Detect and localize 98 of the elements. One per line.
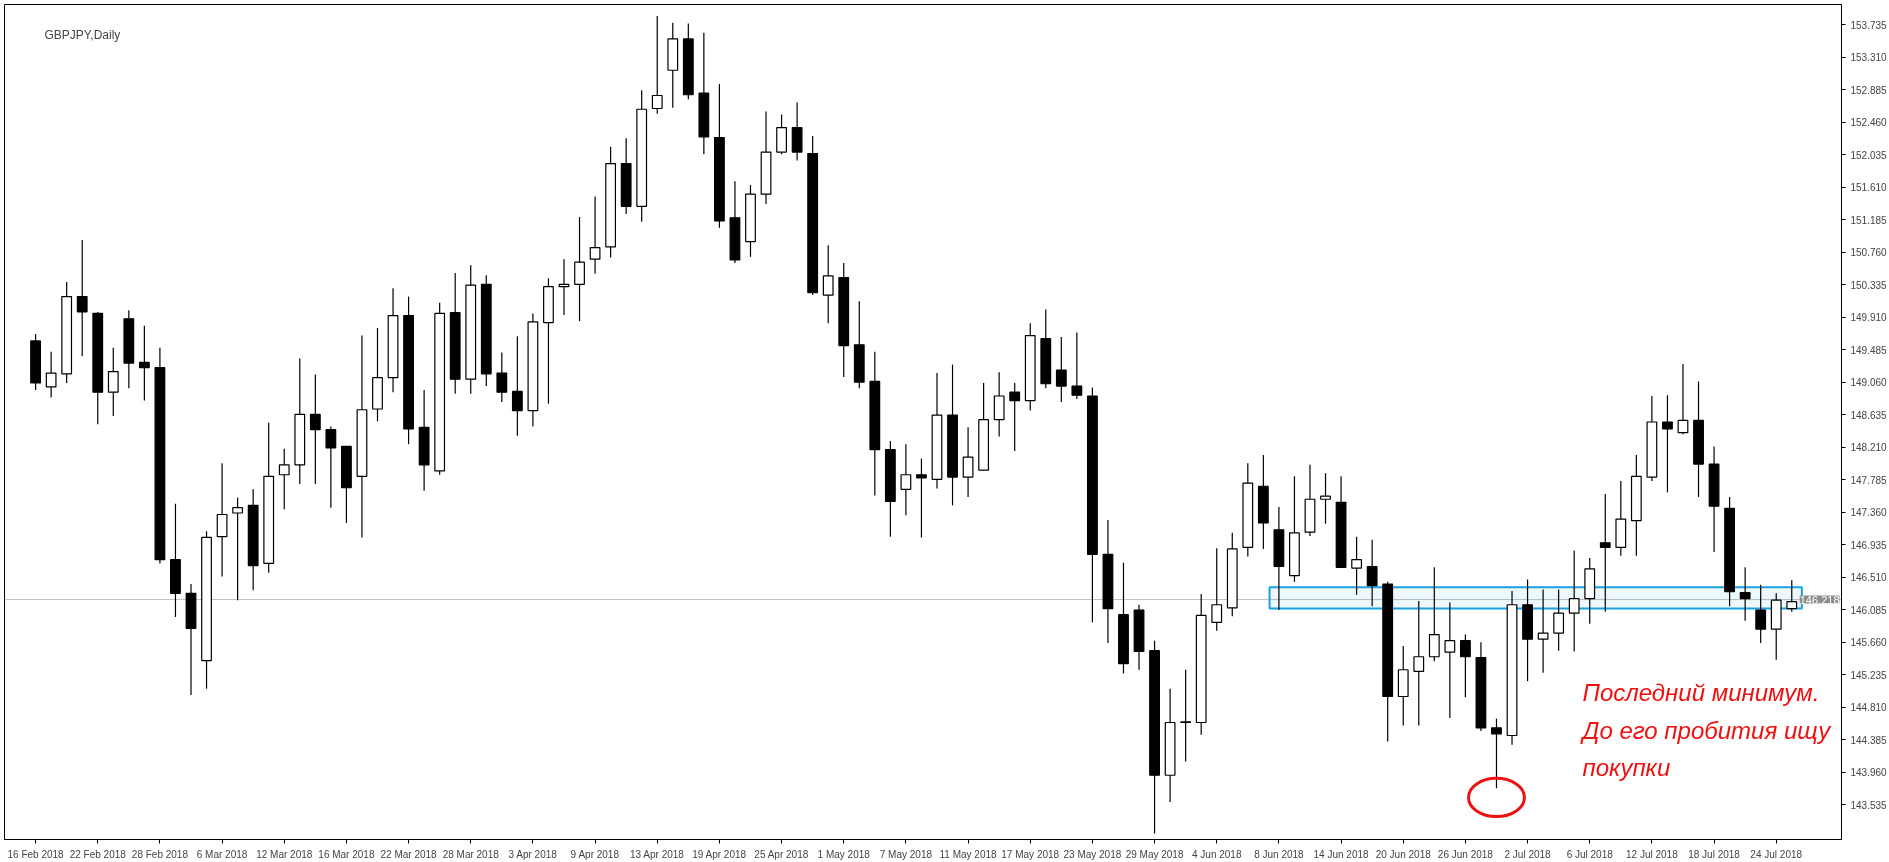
y-tick-label: 148.635 (1850, 409, 1888, 421)
candlestick (511, 335, 523, 437)
y-tick-label: 145.660 (1850, 637, 1888, 649)
x-tick-label: 26 Jun 2018 (1437, 848, 1494, 860)
candlestick (1071, 331, 1083, 400)
x-tick-label: 17 May 2018 (1001, 848, 1060, 860)
candlestick (993, 371, 1005, 438)
candlestick (1320, 472, 1331, 525)
candlestick (1413, 600, 1425, 727)
y-tick-label: 143.535 (1850, 799, 1888, 811)
candlestick (496, 351, 508, 403)
y-tick-label: 146.935 (1850, 539, 1888, 551)
candlestick (1211, 547, 1223, 632)
candlestick (822, 244, 834, 324)
x-tick-label: 18 Jul 2018 (1688, 848, 1741, 860)
y-tick-label: 144.385 (1850, 734, 1888, 746)
candlestick (1599, 493, 1611, 613)
y-tick-label: 145.235 (1850, 669, 1888, 681)
x-tick-label: 1 May 2018 (817, 848, 871, 860)
x-tick-label: 19 Apr 2018 (692, 848, 747, 860)
candlestick (574, 216, 585, 322)
x-tick-label: 16 Mar 2018 (318, 848, 375, 860)
x-tick-label: 8 Jun 2018 (1254, 848, 1305, 860)
y-tick-label: 147.785 (1850, 474, 1888, 486)
x-tick-label: 6 Jul 2018 (1566, 848, 1614, 860)
candlestick (651, 15, 663, 115)
x-tick-label: 14 Jun 2018 (1313, 848, 1370, 860)
y-tick-label: 149.910 (1850, 312, 1888, 324)
x-tick-label: 4 Jun 2018 (1191, 848, 1242, 860)
x-tick-label: 24 Jul 2018 (1750, 848, 1803, 860)
candlestick (1537, 588, 1549, 674)
y-tick-label: 146.085 (1850, 604, 1888, 616)
x-tick-label: 2 Jul 2018 (1504, 848, 1552, 860)
y-tick-label: 150.335 (1850, 279, 1888, 291)
candlestick (1459, 633, 1471, 698)
candlestick (1180, 669, 1192, 763)
candlestick (1568, 549, 1580, 652)
candlestick (1677, 363, 1689, 435)
y-tick-label: 144.810 (1850, 702, 1888, 714)
y-tick-label: 147.360 (1850, 507, 1888, 519)
y-tick-label: 153.310 (1850, 52, 1888, 64)
x-tick-label: 20 Jun 2018 (1375, 848, 1432, 860)
candlestick (900, 443, 912, 516)
candlestick (45, 351, 57, 399)
text: GBPJPY,Daily (44, 27, 121, 42)
candlestick (76, 239, 88, 357)
candlestick (1351, 536, 1363, 596)
x-tick-label: 3 Apr 2018 (508, 848, 558, 860)
candlestick (1444, 601, 1456, 719)
candlestick (1366, 539, 1378, 607)
x-tick-label: 29 May 2018 (1125, 848, 1184, 860)
candlestick (589, 195, 601, 275)
x-tick-label: 22 Feb 2018 (69, 848, 127, 860)
y-tick-label: 151.610 (1850, 182, 1888, 194)
candlestick (916, 458, 927, 539)
candlestick (309, 373, 321, 485)
x-tick-label: 28 Feb 2018 (131, 848, 189, 860)
ref-line-label: 146.218 (1799, 593, 1840, 606)
candlestick (962, 426, 974, 498)
candlestick (1428, 566, 1440, 662)
x-tick-label: 9 Apr 2018 (570, 848, 620, 860)
y-tick-label: 149.060 (1850, 377, 1888, 389)
x-tick-label: 6 Mar 2018 (196, 848, 248, 860)
candlestick (216, 462, 228, 578)
candlestick (1662, 394, 1673, 493)
candlestick (1786, 579, 1798, 613)
x-tick-label: 23 May 2018 (1063, 848, 1122, 860)
candlestick (1491, 718, 1502, 789)
candlestick (232, 497, 244, 601)
x-tick-label: 13 Apr 2018 (630, 848, 685, 860)
candlestick (138, 325, 150, 402)
x-tick-label: 12 Jul 2018 (1626, 848, 1679, 860)
candlestick (278, 448, 290, 510)
y-tick-label: 143.960 (1850, 767, 1888, 779)
y-tick-label: 152.885 (1850, 84, 1888, 96)
x-tick-label: 7 May 2018 (879, 848, 933, 860)
candlestick (107, 347, 119, 417)
x-tick-label: 22 Mar 2018 (380, 848, 438, 860)
y-tick-label: 152.460 (1850, 117, 1888, 129)
candlestick (1553, 588, 1565, 652)
y-tick-label: 150.760 (1850, 247, 1888, 259)
candlestick (1009, 382, 1021, 452)
candlestick (325, 425, 337, 509)
y-tick-label: 149.485 (1850, 344, 1888, 356)
candlestick (1055, 336, 1067, 403)
x-tick-label: 11 May 2018 (939, 848, 998, 860)
y-tick-label: 151.185 (1850, 214, 1888, 226)
y-tick-label: 153.735 (1850, 19, 1888, 31)
x-tick-label: 25 Apr 2018 (754, 848, 809, 860)
y-tick-label: 152.035 (1850, 149, 1888, 161)
candlestick (1739, 566, 1751, 622)
x-tick-label: 28 Mar 2018 (442, 848, 500, 860)
x-tick-label: 16 Feb 2018 (7, 848, 65, 860)
y-tick-label: 148.210 (1850, 442, 1888, 454)
x-tick-label: 12 Mar 2018 (256, 848, 313, 860)
annotation: Последний минимум. До его пробития ищу покупки (1579, 678, 1833, 782)
candlestick (1755, 584, 1767, 644)
y-tick-label: 146.510 (1850, 572, 1888, 584)
